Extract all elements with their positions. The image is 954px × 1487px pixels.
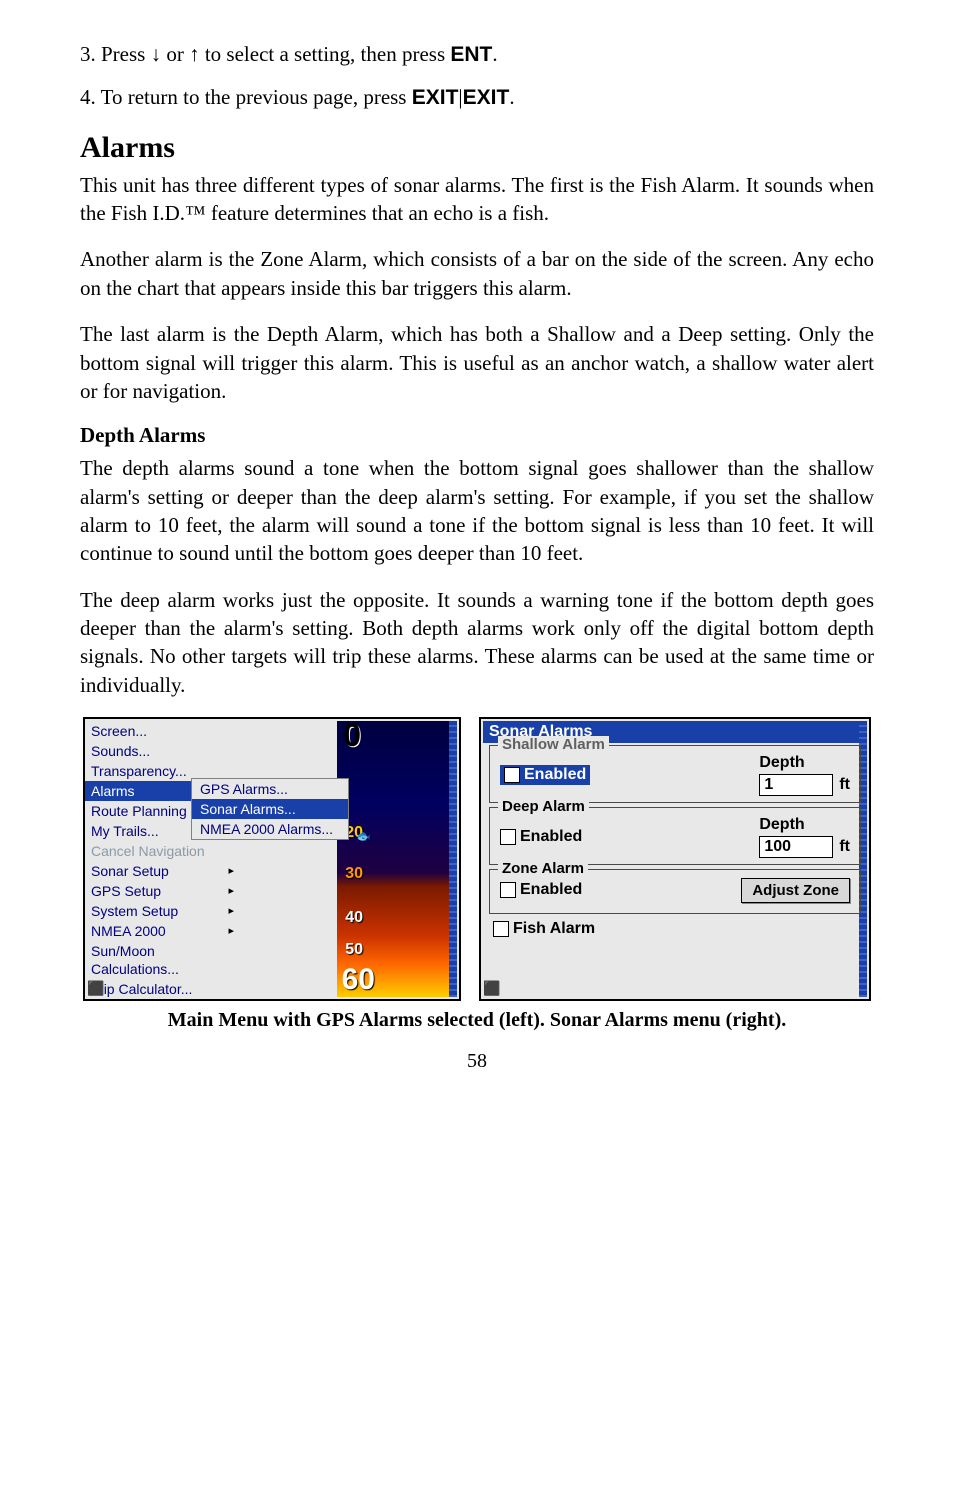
step3-prefix: 3. Press [80,42,151,66]
step-4: 4. To return to the previous page, press… [80,83,874,112]
left-scrollbar[interactable] [449,721,457,997]
para-1: This unit has three different types of s… [80,171,874,228]
depth-alarms-heading: Depth Alarms [80,423,874,448]
para-5: The deep alarm works just the opposite. … [80,586,874,699]
alarms-submenu: GPS Alarms...Sonar Alarms...NMEA 2000 Al… [191,778,349,840]
submenu-arrow-icon: ▸ [228,862,234,880]
menu-item[interactable]: Sonar Setup▸ [85,861,240,881]
zone-enabled-label: Enabled [520,881,582,899]
temp-marker-icon: ⬛ [87,980,104,997]
submenu-item[interactable]: GPS Alarms... [192,779,348,799]
checkbox-icon [500,882,516,898]
menu-item[interactable]: System Setup▸ [85,901,240,921]
menu-item[interactable]: Sounds... [85,741,240,761]
step3-suffix: . [492,42,497,66]
menu-item[interactable]: Trip Calculator... [85,979,240,999]
deep-depth-input[interactable]: 100 [759,836,833,858]
depth-30: 30 [345,865,363,883]
submenu-arrow-icon: ▸ [228,1000,234,1001]
shallow-legend: Shallow Alarm [498,736,609,753]
depth-60: 60 [342,963,375,997]
figure: 0 20 30 40 50 60 🐟 Screen...Sounds...Tra… [80,717,874,1001]
zone-legend: Zone Alarm [498,860,588,877]
step3-mid: or [161,42,189,66]
fish-alarm-row: Fish Alarm [493,920,857,942]
figure-caption: Main Menu with GPS Alarms selected (left… [80,1009,874,1032]
depth-40: 40 [345,909,363,927]
submenu-item[interactable]: Sonar Alarms... [192,799,348,819]
menu-item[interactable]: Timers▸ [85,999,240,1001]
checkbox-icon [500,829,516,845]
checkbox-icon [493,921,509,937]
step4-prefix: 4. To return to the previous page, press [80,85,412,109]
page: 3. Press ↓ or ↑ to select a setting, the… [0,0,954,1123]
menu-item[interactable]: NMEA 2000▸ [85,921,240,941]
step-3: 3. Press ↓ or ↑ to select a setting, the… [80,40,874,69]
adjust-zone-button[interactable]: Adjust Zone [741,878,850,903]
shallow-depth-input[interactable]: 1 [759,774,833,796]
para-4: The depth alarms sound a tone when the b… [80,454,874,567]
ent-key: ENT [450,43,492,66]
fish-alarm-label: Fish Alarm [513,920,595,938]
main-menu: Screen...Sounds...Transparency...Alarms▸… [85,721,240,1001]
fish-alarm-checkbox[interactable]: Fish Alarm [493,920,595,938]
arrow-up-icon: ↑ [189,43,200,66]
menu-item[interactable]: Cancel Navigation [85,841,240,861]
shallow-depth-label: Depth [759,754,850,772]
deep-enabled-label: Enabled [520,828,582,846]
shallow-alarm-group: Shallow Alarm Enabled Depth 1 ft [489,745,861,803]
para-3: The last alarm is the Depth Alarm, which… [80,320,874,405]
deep-depth-label: Depth [759,816,850,834]
shallow-enabled-label: Enabled [524,766,586,784]
submenu-arrow-icon: ▸ [228,882,234,900]
main-menu-screenshot: 0 20 30 40 50 60 🐟 Screen...Sounds...Tra… [83,717,461,1001]
fish-icon: 🐟 [356,829,371,843]
menu-item[interactable]: GPS Setup▸ [85,881,240,901]
page-number: 58 [80,1050,874,1073]
arrow-down-icon: ↓ [151,43,162,66]
step4-suffix: . [509,85,514,109]
sonar-alarms-screenshot: Sonar Alarms Shallow Alarm Enabled Depth… [479,717,871,1001]
para-2: Another alarm is the Zone Alarm, which c… [80,245,874,302]
submenu-arrow-icon: ▸ [228,902,234,920]
zone-enabled-checkbox[interactable]: Enabled [500,881,582,899]
deep-legend: Deep Alarm [498,798,589,815]
temp-marker-icon: ⬛ [483,980,500,997]
exit-key-1: EXIT [412,86,459,109]
step3-mid2: to select a setting, then press [200,42,451,66]
zone-alarm-group: Zone Alarm Enabled Adjust Zone [489,869,861,914]
shallow-enabled-checkbox[interactable]: Enabled [500,765,590,785]
alarms-heading: Alarms [80,131,874,165]
deep-alarm-group: Deep Alarm Enabled Depth 100 ft [489,807,861,865]
depth-50: 50 [345,941,363,959]
menu-item[interactable]: Screen... [85,721,240,741]
submenu-item[interactable]: NMEA 2000 Alarms... [192,819,348,839]
menu-item[interactable]: Sun/Moon Calculations... [85,941,240,979]
checkbox-icon [504,767,520,783]
submenu-arrow-icon: ▸ [228,922,234,940]
shallow-unit: ft [839,776,850,794]
depth-0: 0 [343,717,361,754]
exit-key-2: EXIT [463,86,510,109]
deep-unit: ft [839,838,850,856]
deep-enabled-checkbox[interactable]: Enabled [500,828,582,846]
